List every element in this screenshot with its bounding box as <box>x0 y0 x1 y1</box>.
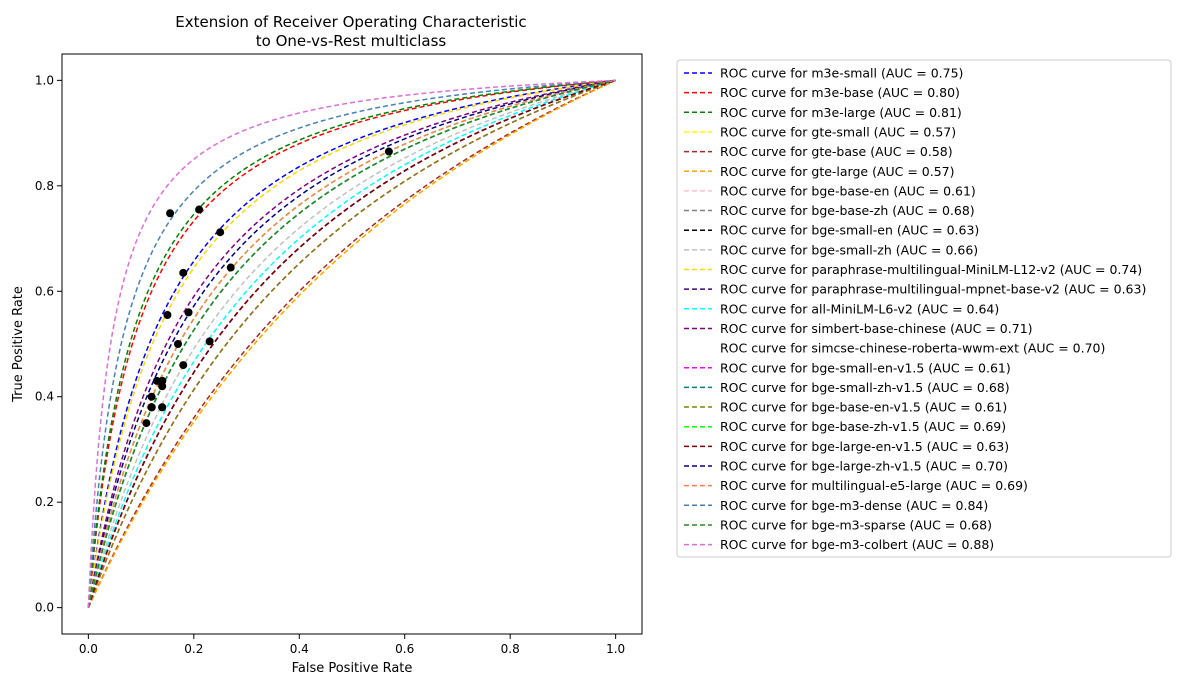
legend-label-3: ROC curve for m3e-large (AUC = 0.81) <box>720 105 962 120</box>
x-tick-label: 0.4 <box>290 642 309 656</box>
legend-label-4: ROC curve for gte-small (AUC = 0.57) <box>720 124 956 139</box>
roc-curve-14 <box>87 79 616 608</box>
legend-label-7: ROC curve for bge-base-en (AUC = 0.61) <box>720 183 976 198</box>
legend-label-19: ROC curve for bge-base-zh-v1.5 (AUC = 0.… <box>720 419 1006 434</box>
roc-curve-1 <box>87 79 616 608</box>
legend-label-8: ROC curve for bge-base-zh (AUC = 0.68) <box>720 203 975 218</box>
y-tick-label: 1.0 <box>35 73 54 87</box>
legend-label-23: ROC curve for bge-m3-dense (AUC = 0.84) <box>720 498 988 513</box>
operating-point-11 <box>184 308 193 317</box>
y-axis-ticks: 0.0 0.2 0.4 0.6 0.8 1.0 <box>35 73 62 615</box>
roc-curve-20 <box>87 79 616 608</box>
x-tick-label: 0.2 <box>184 642 203 656</box>
operating-points <box>142 147 393 428</box>
legend-label-9: ROC curve for bge-small-en (AUC = 0.63) <box>720 223 979 238</box>
operating-point-3 <box>216 228 225 237</box>
roc-curve-18 <box>87 79 616 608</box>
legend-label-18: ROC curve for bge-base-en-v1.5 (AUC = 0.… <box>720 400 1007 415</box>
x-axis-label: False Positive Rate <box>292 661 413 676</box>
legend-label-20: ROC curve for bge-large-en-v1.5 (AUC = 0… <box>720 439 1009 454</box>
y-tick-label: 0.6 <box>35 284 54 298</box>
operating-point-22 <box>179 361 188 370</box>
roc-curve-13 <box>87 79 616 608</box>
legend-label-16: ROC curve for bge-small-en-v1.5 (AUC = 0… <box>720 360 1011 375</box>
operating-point-6 <box>158 403 167 412</box>
x-tick-label: 0.0 <box>79 642 98 656</box>
roc-curve-6 <box>87 79 616 608</box>
operating-point-7 <box>147 392 156 401</box>
operating-point-19 <box>158 376 167 385</box>
legend: ROC curve for m3e-small (AUC = 0.75) ROC … <box>684 66 1146 552</box>
roc-curve-3 <box>87 79 616 608</box>
roc-curve-23 <box>87 79 616 608</box>
plot-area-background <box>62 54 642 634</box>
x-tick-label: 0.6 <box>395 642 414 656</box>
operating-point-1 <box>226 263 235 272</box>
plot-frame <box>61 53 643 635</box>
y-tick-label: 0.8 <box>35 179 54 193</box>
legend-label-17: ROC curve for bge-small-zh-v1.5 (AUC = 0… <box>720 380 1010 395</box>
roc-curve-24 <box>87 79 616 608</box>
legend-label-5: ROC curve for gte-base (AUC = 0.58) <box>720 144 953 159</box>
operating-point-2 <box>179 268 188 277</box>
legend-label-2: ROC curve for m3e-base (AUC = 0.80) <box>720 85 960 100</box>
operating-point-20 <box>142 419 151 428</box>
roc-curves <box>87 79 616 608</box>
legend-label-21: ROC curve for bge-large-zh-v1.5 (AUC = 0… <box>720 459 1008 474</box>
operating-point-21 <box>205 337 214 346</box>
x-axis-ticks: 0.0 0.2 0.4 0.6 0.8 1.0 <box>79 634 625 656</box>
chart-title-line1: Extension of Receiver Operating Characte… <box>175 13 526 31</box>
roc-curve-21 <box>87 79 616 608</box>
legend-label-13: ROC curve for all-MiniLM-L6-v2 (AUC = 0.… <box>720 301 999 316</box>
operating-point-25 <box>166 209 175 218</box>
x-tick-label: 1.0 <box>606 642 625 656</box>
legend-label-22: ROC curve for multilingual-e5-large (AUC… <box>720 478 1028 493</box>
legend-label-11: ROC curve for paraphrase-multilingual-Mi… <box>720 262 1142 277</box>
legend-label-14: ROC curve for simbert-base-chinese (AUC … <box>720 321 1033 336</box>
legend-box <box>676 59 1172 558</box>
operating-point-18 <box>147 403 156 412</box>
legend-label-12: ROC curve for paraphrase-multilingual-mp… <box>720 282 1146 297</box>
y-tick-label: 0.4 <box>35 390 54 404</box>
legend-label-24: ROC curve for bge-m3-sparse (AUC = 0.68) <box>720 517 992 532</box>
operating-point-23 <box>195 205 204 214</box>
legend-label-10: ROC curve for bge-small-zh (AUC = 0.66) <box>720 242 978 257</box>
legend-label-15: ROC curve for simcse-chinese-roberta-wwm… <box>720 341 1105 356</box>
roc-curve-25 <box>87 79 616 608</box>
operating-point-24 <box>163 311 172 319</box>
y-tick-label: 0.2 <box>35 495 54 509</box>
legend-label-6: ROC curve for gte-large (AUC = 0.57) <box>720 164 955 179</box>
legend-label-25: ROC curve for bge-m3-colbert (AUC = 0.88… <box>720 537 994 552</box>
y-axis-label: True Positive Rate <box>11 286 26 403</box>
operating-point-15 <box>174 340 182 348</box>
operating-point-14 <box>384 147 393 156</box>
x-tick-label: 0.8 <box>501 642 520 656</box>
y-tick-label: 0.0 <box>35 601 54 615</box>
chart-title-line2: to One-vs-Rest multiclass <box>256 32 447 50</box>
legend-label-1: ROC curve for m3e-small (AUC = 0.75) <box>720 66 963 81</box>
roc-curve-22 <box>87 79 616 608</box>
roc-curve-2 <box>87 79 616 608</box>
